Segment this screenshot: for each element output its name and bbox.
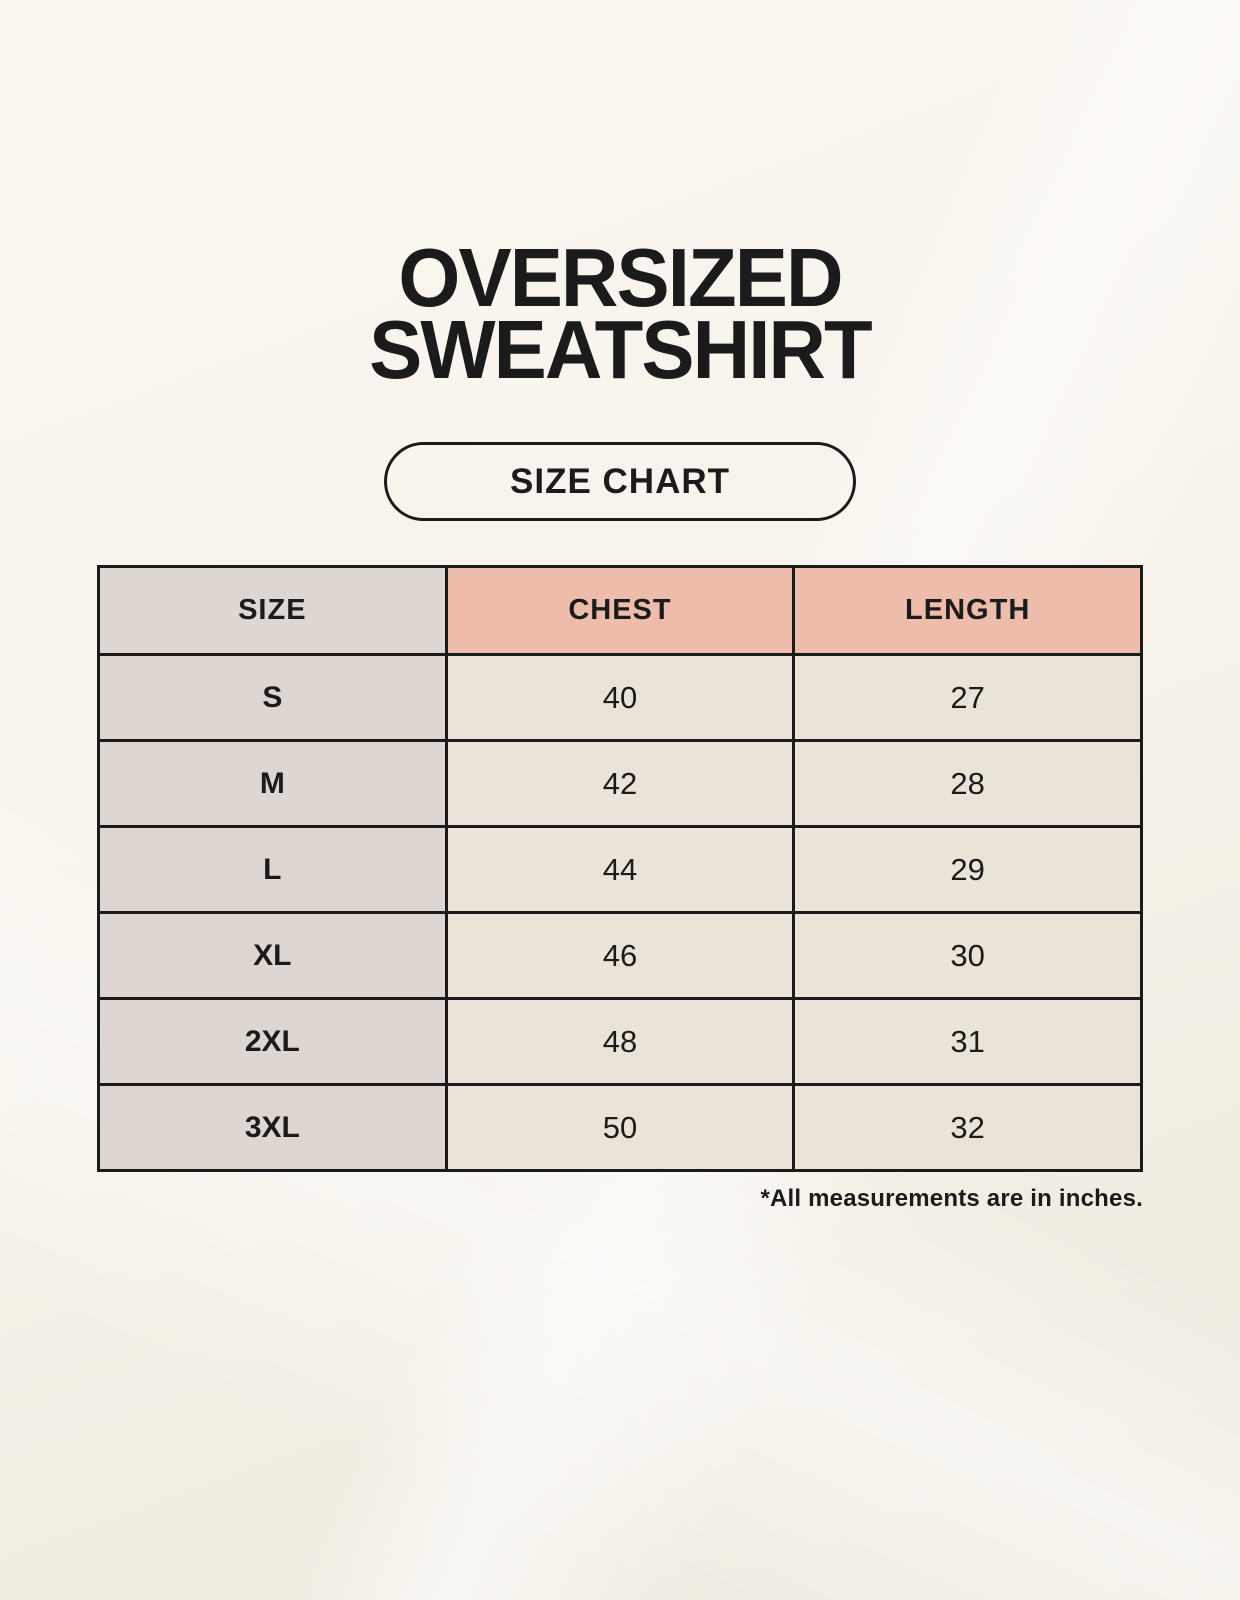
table-row: S 40 27 bbox=[97, 653, 1143, 742]
size-cell: S bbox=[97, 653, 448, 742]
length-cell: 29 bbox=[792, 825, 1143, 914]
chest-cell: 48 bbox=[444, 997, 796, 1086]
length-cell: 30 bbox=[792, 911, 1143, 1000]
chest-cell: 50 bbox=[444, 1083, 796, 1172]
table-row: 3XL 50 32 bbox=[97, 1083, 1143, 1172]
title-line-1: OVERSIZED bbox=[398, 231, 843, 324]
table-header: SIZE CHEST LENGTH bbox=[97, 565, 1143, 656]
size-cell: M bbox=[97, 739, 448, 828]
table-row: 2XL 48 31 bbox=[97, 997, 1143, 1086]
chest-cell: 42 bbox=[444, 739, 796, 828]
column-header-length: LENGTH bbox=[792, 565, 1143, 656]
column-header-size: SIZE bbox=[97, 565, 448, 656]
table-header-row: SIZE CHEST LENGTH bbox=[97, 565, 1143, 656]
size-cell: 2XL bbox=[97, 997, 448, 1086]
size-cell: L bbox=[97, 825, 448, 914]
chest-cell: 46 bbox=[444, 911, 796, 1000]
size-chart-badge[interactable]: SIZE CHART bbox=[384, 442, 856, 521]
length-cell: 28 bbox=[792, 739, 1143, 828]
size-chart-badge-label: SIZE CHART bbox=[510, 461, 730, 501]
size-chart-table: SIZE CHEST LENGTH S 40 27 M 42 28 L 44 2… bbox=[97, 565, 1143, 1172]
length-cell: 27 bbox=[792, 653, 1143, 742]
title-line-2: SWEATSHIRT bbox=[369, 303, 873, 396]
length-cell: 31 bbox=[792, 997, 1143, 1086]
chest-cell: 44 bbox=[444, 825, 796, 914]
page-title: OVERSIZED SWEATSHIRT bbox=[0, 0, 1240, 396]
table-row: XL 46 30 bbox=[97, 911, 1143, 1000]
table-row: M 42 28 bbox=[97, 739, 1143, 828]
measurements-footnote: *All measurements are in inches. bbox=[760, 1185, 1143, 1212]
length-cell: 32 bbox=[792, 1083, 1143, 1172]
column-header-chest: CHEST bbox=[444, 565, 796, 656]
size-cell: XL bbox=[97, 911, 448, 1000]
table-body: S 40 27 M 42 28 L 44 29 XL 46 30 2XL 48 bbox=[97, 653, 1143, 1172]
table-row: L 44 29 bbox=[97, 825, 1143, 914]
size-cell: 3XL bbox=[97, 1083, 448, 1172]
chest-cell: 40 bbox=[444, 653, 796, 742]
